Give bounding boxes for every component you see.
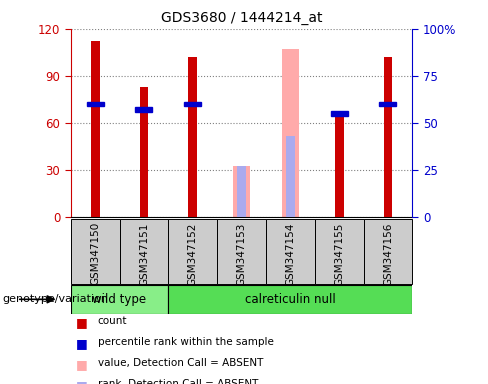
Bar <box>384 57 392 217</box>
Bar <box>71 285 168 314</box>
Bar <box>282 50 299 217</box>
Bar <box>168 219 217 284</box>
Bar <box>315 219 364 284</box>
Bar <box>87 102 104 106</box>
Bar <box>188 57 197 217</box>
Bar <box>135 108 152 112</box>
Title: GDS3680 / 1444214_at: GDS3680 / 1444214_at <box>161 11 322 25</box>
Text: calreticulin null: calreticulin null <box>245 293 336 306</box>
Text: GSM347153: GSM347153 <box>237 222 246 286</box>
Bar <box>233 166 250 217</box>
Text: GSM347155: GSM347155 <box>334 222 344 286</box>
Bar <box>331 111 347 116</box>
Text: ■: ■ <box>76 358 87 371</box>
Bar <box>168 285 412 314</box>
Text: count: count <box>98 316 127 326</box>
Bar <box>140 87 148 217</box>
Bar <box>217 219 266 284</box>
Text: ■: ■ <box>76 379 87 384</box>
Text: rank, Detection Call = ABSENT: rank, Detection Call = ABSENT <box>98 379 258 384</box>
Bar <box>266 219 315 284</box>
Text: ■: ■ <box>76 316 87 329</box>
Text: genotype/variation: genotype/variation <box>2 294 108 305</box>
Bar <box>285 136 295 217</box>
Text: percentile rank within the sample: percentile rank within the sample <box>98 337 273 347</box>
Bar <box>364 219 412 284</box>
Text: GSM347156: GSM347156 <box>383 222 393 286</box>
Bar <box>91 41 100 217</box>
Text: value, Detection Call = ABSENT: value, Detection Call = ABSENT <box>98 358 263 368</box>
Bar <box>184 102 201 106</box>
Bar <box>237 166 246 217</box>
Bar <box>71 219 120 284</box>
Text: wild type: wild type <box>93 293 146 306</box>
Bar <box>120 219 168 284</box>
Text: GSM347154: GSM347154 <box>285 222 295 286</box>
Text: GSM347151: GSM347151 <box>139 222 149 286</box>
Text: GSM347152: GSM347152 <box>188 222 198 286</box>
Bar <box>335 112 344 217</box>
Bar <box>380 102 396 106</box>
Text: GSM347150: GSM347150 <box>90 222 100 285</box>
Text: ■: ■ <box>76 337 87 350</box>
